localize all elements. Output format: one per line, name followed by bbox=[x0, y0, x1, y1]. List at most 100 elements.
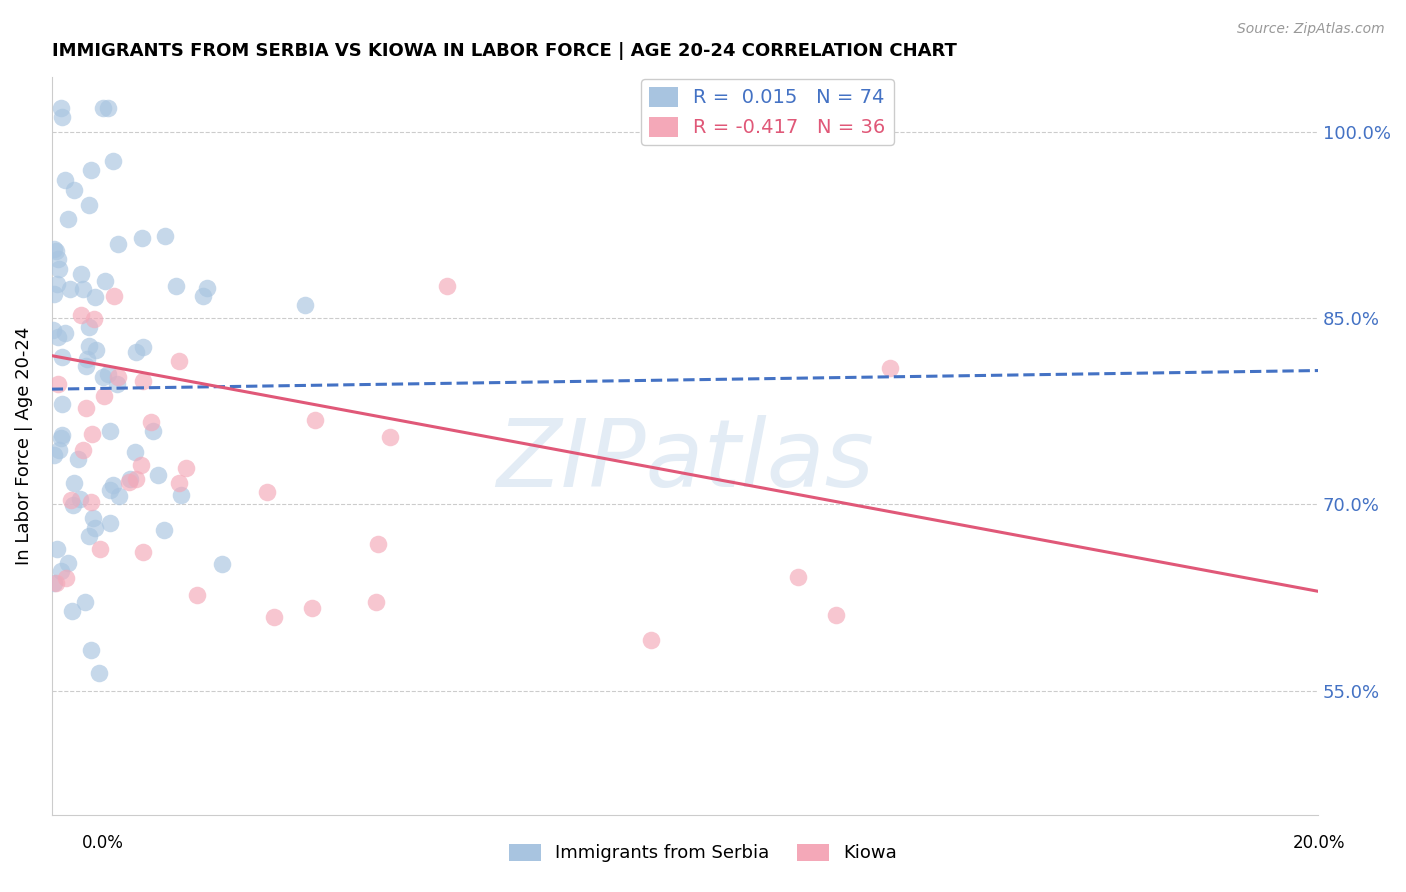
Point bbox=[174, 460, 197, 475]
Point bbox=[124, 445, 146, 459]
Point bbox=[132, 374, 155, 388]
Point bbox=[48, 261, 70, 276]
Point bbox=[146, 467, 169, 482]
Point bbox=[51, 111, 73, 125]
Point bbox=[195, 281, 218, 295]
Point bbox=[787, 570, 810, 584]
Point bbox=[42, 323, 65, 337]
Point bbox=[51, 397, 73, 411]
Point bbox=[294, 298, 316, 312]
Point bbox=[108, 489, 131, 503]
Point bbox=[165, 279, 187, 293]
Point bbox=[263, 609, 285, 624]
Point bbox=[191, 289, 214, 303]
Point bbox=[82, 511, 104, 525]
Point bbox=[63, 183, 86, 197]
Point bbox=[301, 600, 323, 615]
Point bbox=[56, 212, 79, 227]
Text: 20.0%: 20.0% bbox=[1292, 834, 1346, 852]
Point bbox=[45, 277, 67, 291]
Point bbox=[77, 320, 100, 334]
Point bbox=[75, 359, 97, 373]
Point bbox=[44, 243, 66, 257]
Point bbox=[77, 529, 100, 543]
Point bbox=[83, 311, 105, 326]
Point bbox=[98, 483, 121, 497]
Point bbox=[107, 237, 129, 252]
Point bbox=[167, 476, 190, 491]
Point bbox=[98, 425, 121, 439]
Point bbox=[129, 458, 152, 472]
Point bbox=[84, 521, 107, 535]
Point bbox=[55, 571, 77, 585]
Point bbox=[97, 368, 120, 382]
Point bbox=[60, 604, 83, 618]
Point bbox=[107, 370, 129, 384]
Point bbox=[44, 575, 66, 590]
Point bbox=[211, 557, 233, 571]
Point bbox=[53, 326, 76, 340]
Point bbox=[118, 475, 141, 489]
Point bbox=[44, 448, 66, 462]
Point bbox=[49, 431, 72, 445]
Point bbox=[167, 353, 190, 368]
Point bbox=[152, 523, 174, 537]
Point bbox=[101, 478, 124, 492]
Point bbox=[256, 484, 278, 499]
Point bbox=[46, 252, 69, 267]
Legend: Immigrants from Serbia, Kiowa: Immigrants from Serbia, Kiowa bbox=[502, 837, 904, 870]
Point bbox=[131, 231, 153, 245]
Point bbox=[75, 401, 97, 416]
Point bbox=[46, 376, 69, 391]
Point bbox=[89, 541, 111, 556]
Point bbox=[80, 427, 103, 442]
Point bbox=[83, 290, 105, 304]
Legend: R =  0.015   N = 74, R = -0.417   N = 36: R = 0.015 N = 74, R = -0.417 N = 36 bbox=[641, 78, 894, 145]
Point bbox=[97, 101, 120, 115]
Point bbox=[80, 495, 103, 509]
Point bbox=[132, 545, 155, 559]
Point bbox=[186, 588, 208, 602]
Point bbox=[62, 475, 84, 490]
Point bbox=[77, 197, 100, 211]
Point bbox=[46, 330, 69, 344]
Point bbox=[45, 244, 67, 259]
Text: ZIPatlas: ZIPatlas bbox=[496, 415, 875, 506]
Y-axis label: In Labor Force | Age 20-24: In Labor Force | Age 20-24 bbox=[15, 326, 32, 565]
Point bbox=[70, 308, 93, 322]
Point bbox=[76, 351, 98, 366]
Point bbox=[824, 608, 846, 623]
Point bbox=[124, 472, 146, 486]
Point bbox=[56, 556, 79, 570]
Point bbox=[51, 350, 73, 364]
Point bbox=[118, 472, 141, 486]
Point bbox=[125, 345, 148, 359]
Point bbox=[70, 268, 93, 282]
Point bbox=[91, 101, 114, 115]
Point bbox=[66, 452, 89, 467]
Point bbox=[62, 498, 84, 512]
Point bbox=[69, 492, 91, 507]
Point bbox=[101, 153, 124, 168]
Point bbox=[364, 595, 387, 609]
Point bbox=[80, 163, 103, 178]
Point bbox=[77, 339, 100, 353]
Point bbox=[94, 274, 117, 288]
Point bbox=[640, 633, 662, 648]
Point bbox=[48, 442, 70, 457]
Point bbox=[73, 595, 96, 609]
Point bbox=[879, 360, 901, 375]
Point bbox=[155, 229, 177, 244]
Point bbox=[367, 537, 389, 551]
Point bbox=[87, 665, 110, 680]
Point bbox=[304, 413, 326, 427]
Point bbox=[170, 488, 193, 502]
Point bbox=[436, 279, 458, 293]
Point bbox=[51, 101, 73, 115]
Point bbox=[131, 340, 153, 354]
Point bbox=[142, 425, 165, 439]
Point bbox=[42, 287, 65, 301]
Point bbox=[72, 442, 94, 457]
Point bbox=[59, 282, 82, 296]
Point bbox=[380, 430, 402, 444]
